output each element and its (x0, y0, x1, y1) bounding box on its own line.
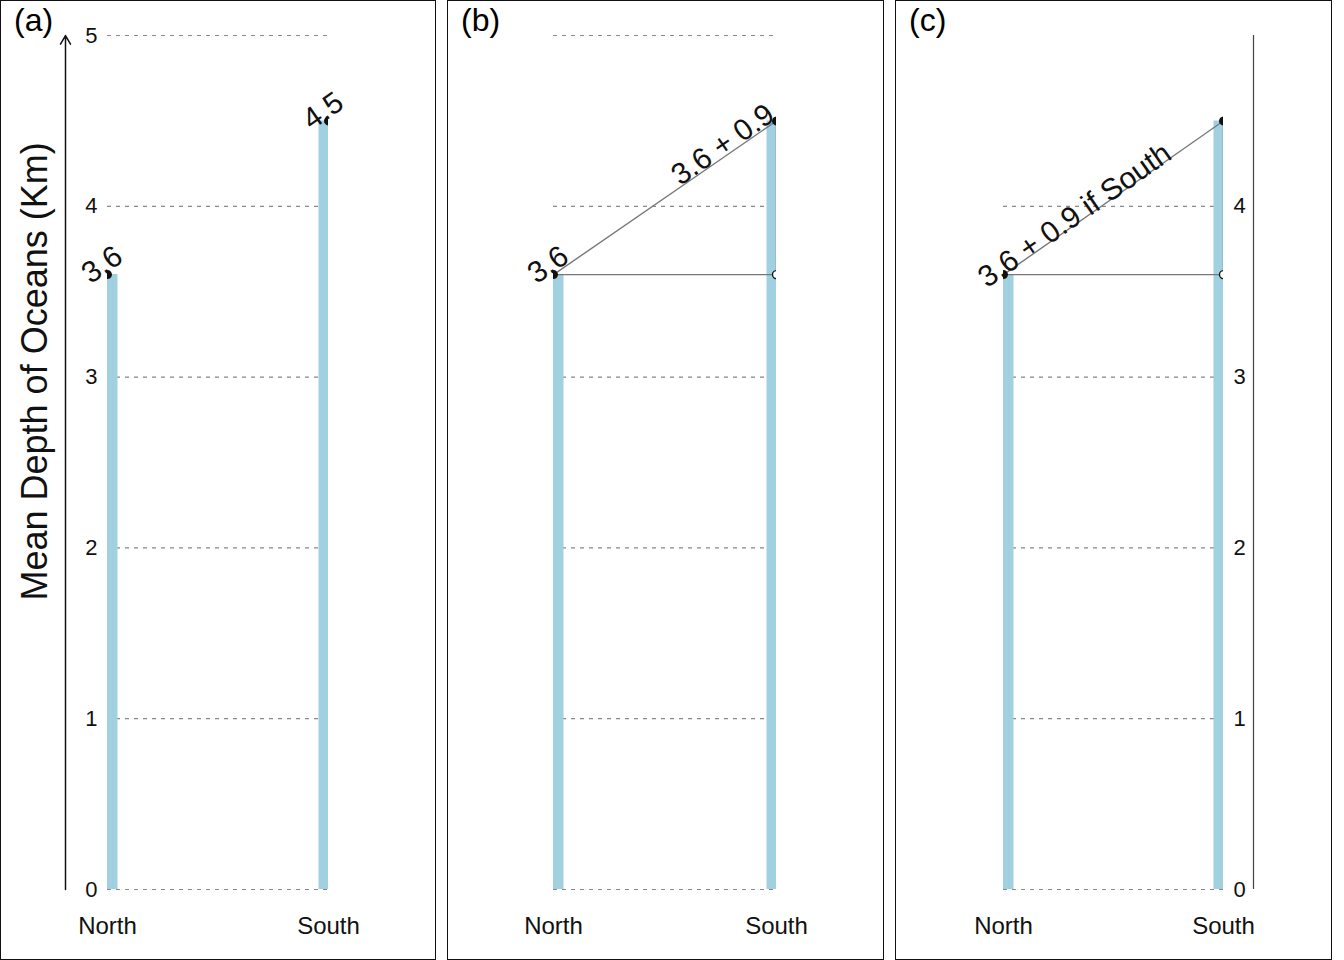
svg-text:1: 1 (85, 706, 97, 731)
svg-text:North: North (524, 912, 583, 939)
svg-text:3.6 + 0.9 if South: 3.6 + 0.9 if South (972, 136, 1177, 294)
svg-text:3.6 + 0.9: 3.6 + 0.9 (665, 97, 780, 191)
svg-text:Mean Depth of Oceans (Km): Mean Depth of Oceans (Km) (14, 142, 55, 600)
svg-text:0: 0 (1234, 877, 1246, 902)
svg-text:4: 4 (1234, 193, 1246, 218)
svg-text:3.6: 3.6 (521, 239, 574, 290)
html-text:(b): (b) (461, 2, 501, 38)
html-text:(c): (c) (909, 2, 947, 38)
svg-text:5: 5 (85, 23, 97, 48)
svg-text:South: South (297, 912, 360, 939)
svg-text:4: 4 (85, 193, 97, 218)
svg-text:3: 3 (1234, 364, 1246, 389)
svg-text:1: 1 (1234, 706, 1246, 731)
svg-text:2: 2 (1234, 535, 1246, 560)
svg-text:3.6: 3.6 (75, 239, 128, 290)
svg-text:South: South (745, 912, 808, 939)
svg-text:2: 2 (85, 535, 97, 560)
svg-text:0: 0 (85, 877, 97, 902)
svg-text:4.5: 4.5 (296, 85, 349, 136)
svg-text:North: North (974, 912, 1033, 939)
html-text:(a): (a) (14, 2, 54, 38)
svg-text:North: North (78, 912, 137, 939)
svg-text:3: 3 (85, 364, 97, 389)
svg-text:South: South (1192, 912, 1255, 939)
